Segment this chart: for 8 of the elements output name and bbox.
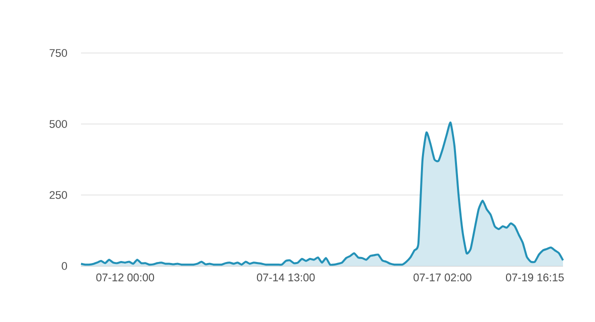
y-tick-label: 250 [50,191,68,199]
y-tick-label: 0 [62,262,68,270]
x-tick-label: 07-19 16:15 [506,274,564,282]
y-tick-label: 500 [50,120,68,128]
x-tick-label: 07-17 02:00 [414,274,472,282]
x-tick-label: 07-12 00:00 [96,274,154,282]
y-tick-label: 750 [50,49,68,57]
x-tick-label: 07-14 13:00 [256,274,315,282]
